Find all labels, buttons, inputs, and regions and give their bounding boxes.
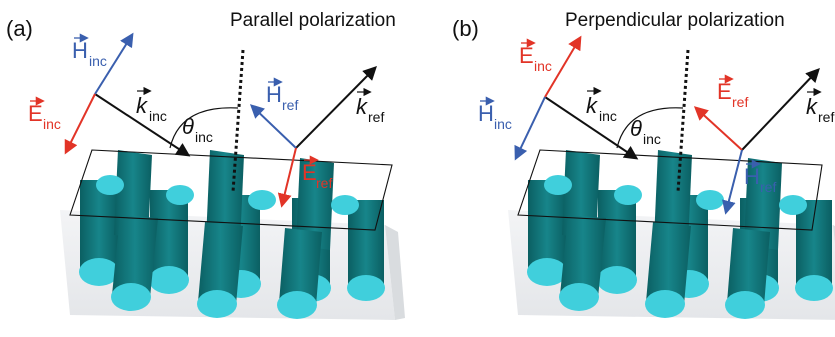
- e-ref-arrow-b: [693, 106, 743, 151]
- svg-text:k: k: [586, 93, 598, 118]
- svg-text:E: E: [28, 101, 43, 126]
- label-k-ref-b: k ref: [806, 87, 834, 125]
- panel-title-a: Parallel polarization: [230, 10, 396, 31]
- label-h-inc-a: H inc: [72, 33, 107, 69]
- theta-arc-a: [169, 107, 239, 149]
- svg-text:H: H: [266, 82, 282, 107]
- svg-text:k: k: [806, 94, 818, 119]
- svg-text:k: k: [356, 94, 368, 119]
- k-ref-arrow-b: [741, 67, 820, 151]
- panel-tag-a: (a): [6, 16, 33, 41]
- k-inc-arrow-b: [544, 96, 639, 160]
- e-inc-arrow-a: [64, 93, 96, 155]
- label-e-inc-b: E inc: [519, 38, 552, 74]
- svg-text:inc: inc: [89, 53, 107, 69]
- svg-text:ref: ref: [732, 94, 748, 110]
- metamaterial-block-b: [508, 150, 835, 320]
- e-inc-arrow-b: [544, 35, 582, 98]
- interface-plane-b: [517, 149, 823, 231]
- label-theta-a: θ inc: [182, 114, 213, 145]
- svg-text:inc: inc: [494, 116, 512, 132]
- label-h-ref-b: H ref: [744, 159, 776, 195]
- label-e-ref-b: E ref: [717, 74, 748, 110]
- h-ref-arrow-b: [722, 149, 743, 215]
- label-h-ref-a: H ref: [266, 77, 298, 113]
- svg-text:E: E: [519, 43, 534, 68]
- svg-text:ref: ref: [282, 97, 298, 113]
- panel-tag-b: (b): [452, 16, 479, 41]
- svg-text:k: k: [136, 93, 148, 118]
- label-theta-b: θ inc: [630, 116, 661, 147]
- e-ref-arrow-a: [277, 147, 297, 208]
- svg-text:H: H: [478, 101, 494, 126]
- interface-plane-a: [69, 149, 393, 231]
- panel-b: (b) Perpendicular polarization E inc H i…: [452, 10, 835, 320]
- label-k-inc-b: k inc: [586, 86, 617, 124]
- label-h-inc-b: H inc: [478, 96, 512, 132]
- svg-text:ref: ref: [316, 175, 332, 191]
- h-ref-arrow-a: [249, 104, 297, 149]
- svg-text:inc: inc: [195, 129, 213, 145]
- svg-text:E: E: [302, 160, 317, 185]
- label-k-inc-a: k inc: [136, 86, 167, 124]
- panel-title-b: Perpendicular polarization: [565, 10, 785, 31]
- h-inc-arrow-a: [94, 32, 134, 95]
- h-inc-arrow-b: [514, 96, 546, 161]
- svg-text:inc: inc: [149, 108, 167, 124]
- k-inc-arrow-a: [94, 93, 191, 157]
- metamaterial-block-a: [60, 150, 405, 320]
- label-e-ref-a: E ref: [302, 155, 332, 191]
- svg-text:inc: inc: [643, 131, 661, 147]
- svg-text:E: E: [717, 79, 732, 104]
- svg-text:H: H: [744, 164, 760, 189]
- svg-text:inc: inc: [599, 108, 617, 124]
- svg-text:inc: inc: [534, 58, 552, 74]
- theta-arc-b: [616, 107, 684, 149]
- svg-text:ref: ref: [818, 109, 834, 125]
- label-k-ref-a: k ref: [356, 87, 384, 125]
- panel-a: (a) Parallel polarization H inc E inc k …: [6, 10, 405, 320]
- k-ref-arrow-a: [295, 66, 377, 149]
- svg-text:H: H: [72, 38, 88, 63]
- label-e-inc-a: E inc: [28, 96, 61, 132]
- svg-text:inc: inc: [43, 116, 61, 132]
- svg-text:ref: ref: [368, 109, 384, 125]
- svg-text:θ: θ: [182, 114, 194, 139]
- svg-text:ref: ref: [760, 179, 776, 195]
- svg-text:θ: θ: [630, 116, 642, 141]
